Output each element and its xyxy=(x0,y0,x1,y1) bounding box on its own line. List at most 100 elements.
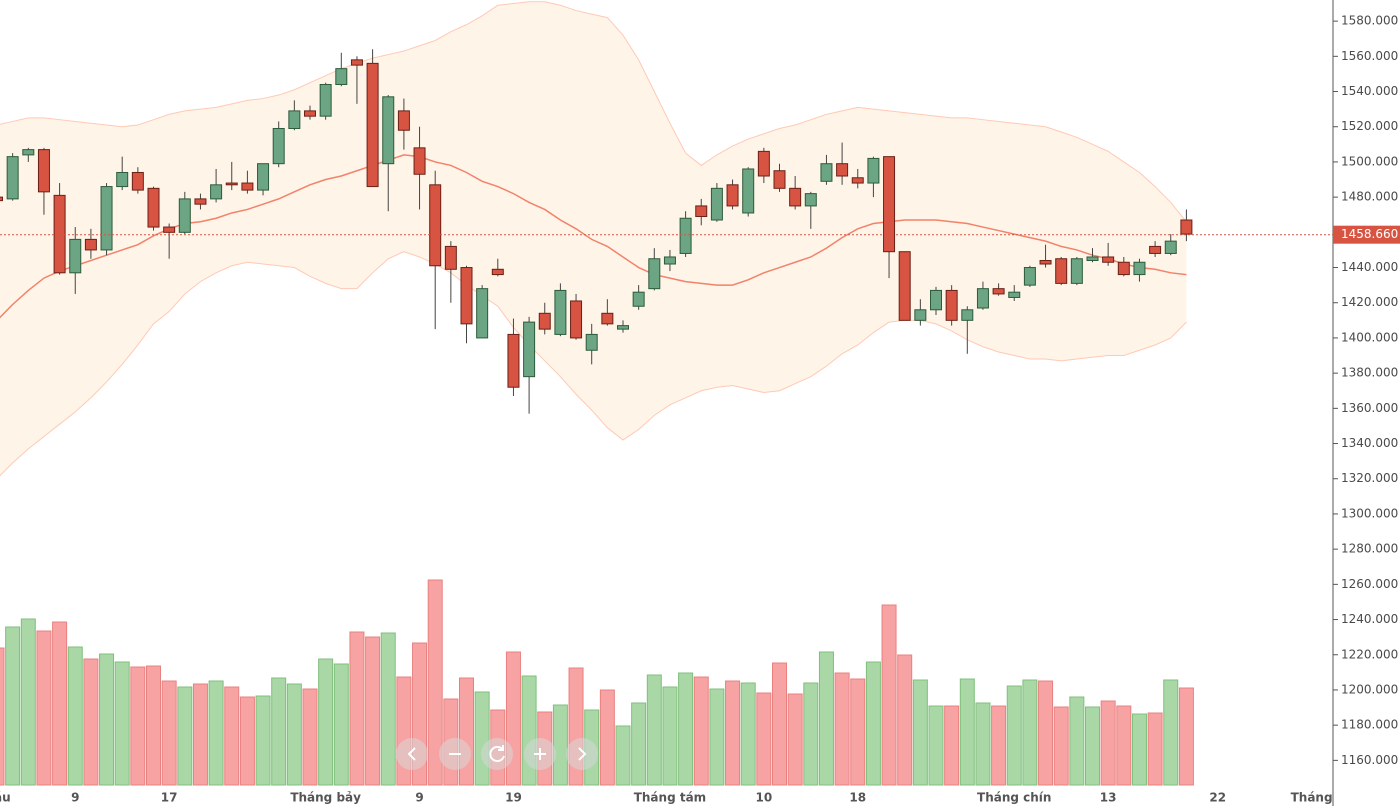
candle-body xyxy=(241,182,254,191)
volume-bar xyxy=(36,630,52,786)
candle-body xyxy=(507,333,520,388)
volume-bar xyxy=(991,705,1007,786)
y-tick-label: 1360.000 xyxy=(1341,401,1398,415)
volume-bar xyxy=(1178,687,1194,786)
x-tick-label: áu xyxy=(0,791,11,805)
bollinger-middle-line xyxy=(0,154,1187,319)
volume-bar xyxy=(5,626,21,786)
candle-body xyxy=(1149,245,1162,254)
candle-body xyxy=(554,289,567,335)
candle-body xyxy=(210,184,223,200)
volume-bar xyxy=(1100,700,1116,786)
bollinger-upper-line xyxy=(0,1,1187,223)
zoom-out-button[interactable] xyxy=(439,738,471,770)
candle-body xyxy=(413,147,426,175)
y-tick-label: 1220.000 xyxy=(1341,647,1398,661)
y-tick-label: 1480.000 xyxy=(1341,190,1398,204)
volume-bar xyxy=(177,686,193,786)
candle-body xyxy=(288,110,301,129)
candle-body xyxy=(1070,258,1083,284)
volume-bar xyxy=(474,691,490,786)
candle-body xyxy=(742,168,755,214)
candle-body xyxy=(992,288,1005,295)
candle-body xyxy=(53,194,66,274)
volume-bar xyxy=(662,686,678,786)
volume-bar xyxy=(1131,713,1147,786)
x-tick-label: 22 xyxy=(1209,791,1226,805)
candle-body xyxy=(663,256,676,265)
candle-body xyxy=(898,251,911,321)
candle-body xyxy=(100,186,113,251)
candle-body xyxy=(1117,261,1130,276)
candle-body xyxy=(836,163,849,177)
volume-bar xyxy=(678,672,694,786)
volume-bar xyxy=(1116,705,1132,786)
volume-bar xyxy=(693,676,709,786)
y-tick-label: 1160.000 xyxy=(1341,753,1398,767)
volume-bar xyxy=(881,604,897,786)
y-tick-label: 1560.000 xyxy=(1341,49,1398,63)
volume-bar xyxy=(787,693,803,786)
y-tick-label: 1200.000 xyxy=(1341,682,1398,696)
candle-body xyxy=(382,96,395,165)
y-tick-label: 1520.000 xyxy=(1341,119,1398,133)
x-tick-label: Tháng bảy xyxy=(290,791,361,805)
volume-bar xyxy=(959,678,975,786)
candle-body xyxy=(883,156,896,253)
bollinger-lower-line xyxy=(0,251,1187,477)
candle-body xyxy=(460,267,473,325)
volume-bar xyxy=(224,686,240,786)
candle-body xyxy=(789,187,802,207)
x-tick-label: 17 xyxy=(161,791,178,805)
volume-bar xyxy=(114,661,130,786)
candle-body xyxy=(194,198,207,205)
volume-bar xyxy=(427,579,443,786)
candle-body xyxy=(726,184,739,207)
volume-bar xyxy=(803,682,819,786)
volume-bar xyxy=(380,632,396,786)
candle-body xyxy=(366,62,379,188)
candle-body xyxy=(1008,291,1021,298)
volume-bar xyxy=(709,688,725,786)
candle-body xyxy=(1055,258,1068,284)
candle-body xyxy=(679,217,692,254)
scroll-left-button[interactable] xyxy=(396,738,428,770)
candle-body xyxy=(961,309,974,321)
chart-navigation[interactable] xyxy=(396,738,598,770)
candle-body xyxy=(491,268,504,276)
candle-body xyxy=(695,205,708,217)
candle-body xyxy=(225,182,238,186)
y-tick-label: 1320.000 xyxy=(1341,471,1398,485)
volume-bar xyxy=(99,653,115,786)
volume-bar xyxy=(1147,712,1163,786)
candle-body xyxy=(22,149,35,156)
y-tick-label: 1420.000 xyxy=(1341,295,1398,309)
scroll-right-button[interactable] xyxy=(566,738,598,770)
volume-bar xyxy=(975,702,991,786)
candle-body xyxy=(632,291,645,307)
volume-bar xyxy=(897,654,913,786)
volume-bar xyxy=(239,696,255,786)
volume-bar xyxy=(302,688,318,786)
candle-body xyxy=(523,321,536,378)
candle-body xyxy=(178,198,191,233)
volume-bar xyxy=(271,677,287,786)
candle-body xyxy=(585,333,598,351)
volume-bar xyxy=(740,682,756,786)
volume-bar xyxy=(20,618,36,786)
candle-body xyxy=(257,163,270,191)
volume-bar xyxy=(130,666,146,786)
zoom-in-button[interactable] xyxy=(524,738,556,770)
candle-body xyxy=(710,187,723,221)
reset-button[interactable] xyxy=(481,738,513,770)
candle-body xyxy=(397,110,410,131)
volume-bar xyxy=(161,680,177,786)
last-price-label: 1458.660 xyxy=(1341,227,1398,241)
x-tick-label: 9 xyxy=(71,791,79,805)
candle-body xyxy=(147,187,160,228)
candle-body xyxy=(1164,240,1177,254)
volume-bar xyxy=(255,695,271,786)
candle-body xyxy=(350,59,363,66)
y-tick-label: 1400.000 xyxy=(1341,330,1398,344)
